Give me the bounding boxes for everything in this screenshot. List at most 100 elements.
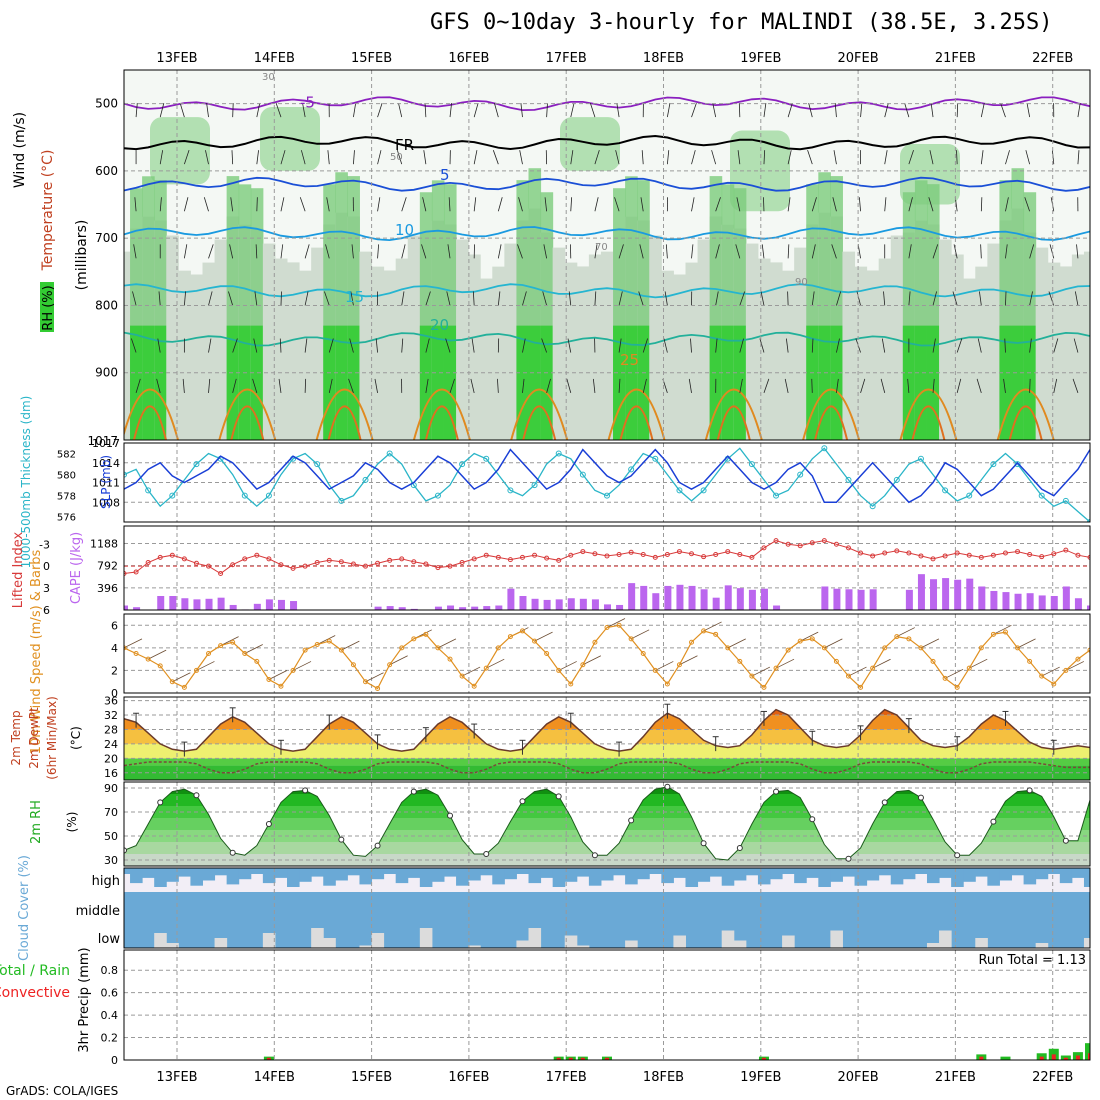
- rh-shading: [250, 325, 264, 440]
- cloud-low-bar: [721, 930, 735, 948]
- cape-bar: [845, 589, 853, 610]
- time-axis-label-top: 14FEB: [254, 51, 295, 66]
- cloud-high-bar: [661, 868, 674, 884]
- rh-shading: [142, 325, 155, 440]
- cape-bar: [724, 585, 732, 610]
- thickness-point: [314, 461, 321, 468]
- thickness-point: [145, 487, 152, 494]
- rh-shading: [999, 325, 1013, 440]
- wind-barb: [147, 649, 167, 660]
- cloud-high-bar: [1083, 868, 1090, 887]
- wind-speed-point: [350, 662, 356, 668]
- wind-barb: [208, 244, 214, 259]
- wind-speed-point: [447, 656, 453, 662]
- wind-barb: [232, 338, 238, 353]
- lifted-index-point: [314, 560, 320, 566]
- slp-tick: 1014: [92, 457, 120, 470]
- wind-speed-point: [1002, 629, 1008, 635]
- precip-convective-bar: [1063, 1057, 1068, 1060]
- temperature-contour-25: [996, 388, 1055, 440]
- wind-barb: [183, 197, 189, 212]
- wind-barb: [423, 150, 427, 165]
- wind-barb: [1017, 638, 1036, 649]
- temperature-contour-25: [412, 388, 471, 440]
- credit-footer: GrADS: COLA/IGES: [6, 1084, 119, 1098]
- precip-axis-label: 3hr Precip (mm): [77, 947, 92, 1052]
- time-axis-label-top: 21FEB: [935, 51, 976, 66]
- cape-bar: [1087, 605, 1090, 610]
- wind-barb: [425, 378, 429, 393]
- thickness-point: [483, 455, 490, 462]
- thickness-point: [628, 466, 635, 473]
- wind-speed-point: [193, 667, 199, 673]
- rh-shading: [818, 325, 831, 440]
- rh-shading: [854, 266, 868, 440]
- cloud-high-bar: [178, 868, 191, 877]
- temperature-contour: [124, 176, 1090, 192]
- wind-barb: [401, 338, 404, 353]
- wind-speed-point: [797, 638, 803, 644]
- wind-barb: [445, 338, 451, 353]
- wind-barb: [920, 638, 940, 649]
- lifted-index-point: [375, 560, 381, 566]
- wind-barb: [980, 103, 985, 118]
- cloud-high-bar: [250, 868, 264, 874]
- precip-tick: 0.2: [101, 1032, 119, 1045]
- rh-shading: [528, 325, 542, 440]
- wind-barb: [156, 378, 161, 394]
- temperature-tick: 24: [104, 738, 118, 751]
- wind-speed-point: [761, 684, 767, 690]
- cloud-high-bar: [395, 868, 409, 884]
- cape-bar: [410, 608, 418, 610]
- wind-speed-point: [302, 647, 308, 653]
- lifted-index-point: [483, 552, 489, 558]
- wind-barb: [543, 244, 548, 259]
- wind-speed-point: [882, 645, 888, 651]
- cloud-high-bar: [154, 868, 167, 887]
- rh-shading: [902, 325, 916, 440]
- cloud-low-bar: [214, 938, 228, 948]
- cape-bar: [579, 598, 587, 610]
- thickness-point: [845, 476, 852, 483]
- rh2m-point: [447, 812, 454, 819]
- wind-barb: [763, 150, 766, 165]
- temp-axis-label: 2m Temp: [9, 710, 23, 765]
- rh-shading: [371, 266, 385, 440]
- wind-barb: [253, 338, 258, 353]
- wind-barb: [1003, 378, 1006, 393]
- cloud-low-bar: [468, 945, 481, 948]
- temperature-band: [124, 743, 1090, 759]
- wind-speed-point: [809, 636, 815, 642]
- wind-barb: [736, 197, 741, 212]
- wind-barb: [256, 197, 258, 212]
- wind-barb: [907, 378, 910, 393]
- wind-speed-point: [918, 645, 924, 651]
- cape-bar: [676, 584, 684, 610]
- lifted-index-point: [495, 554, 501, 560]
- slp-axis-label: SLP (mb): [99, 455, 113, 509]
- wind-barb: [811, 197, 817, 212]
- wind-barb: [353, 103, 357, 118]
- thickness-point: [990, 461, 997, 468]
- temperature-contour-28: [230, 405, 265, 440]
- wind-barb: [594, 291, 597, 306]
- cloud-high-bar: [902, 868, 916, 880]
- cape-bar: [954, 579, 962, 610]
- cloud-level-label: low: [98, 932, 121, 947]
- cape-bar: [712, 597, 720, 610]
- thickness-point: [1038, 492, 1045, 499]
- wind-barb: [1029, 338, 1032, 353]
- rh-shading: [842, 251, 856, 440]
- lifted-index-point: [459, 560, 465, 566]
- wind-barb: [807, 150, 813, 165]
- wind-barb: [473, 197, 477, 212]
- wind-barb: [787, 150, 792, 165]
- thickness-point: [265, 492, 272, 499]
- wind-speed-point: [507, 634, 513, 640]
- rh2m-point: [302, 787, 309, 794]
- lifted-index-point: [556, 557, 562, 563]
- rh-shading: [1083, 251, 1090, 440]
- wind-speed-point: [858, 684, 864, 690]
- wind-barb: [473, 150, 478, 165]
- cape-bar: [1074, 598, 1082, 610]
